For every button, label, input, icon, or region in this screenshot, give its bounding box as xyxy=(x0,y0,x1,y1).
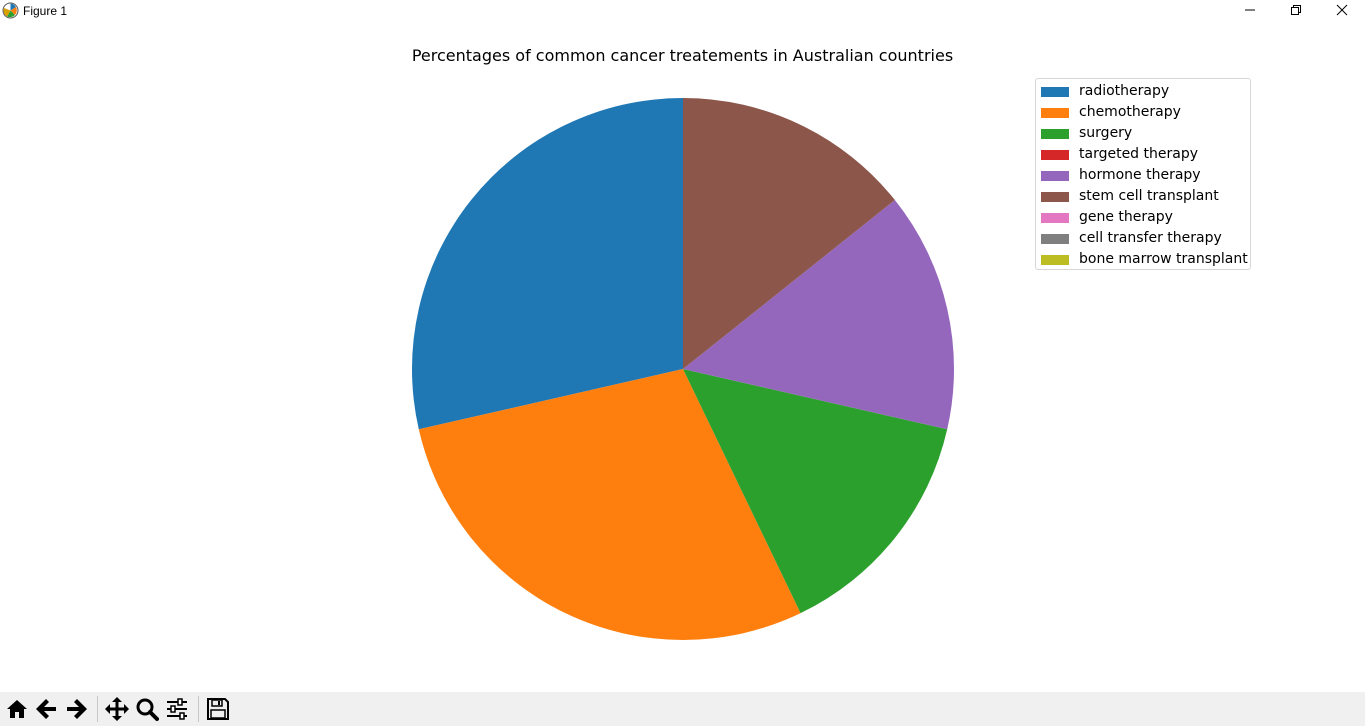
legend-label: radiotherapy xyxy=(1079,83,1170,99)
legend-label: gene therapy xyxy=(1079,209,1173,225)
pie-slice-stem-cell-transplant xyxy=(683,98,895,369)
pie-chart xyxy=(411,97,955,640)
pie-slice-radiotherapy xyxy=(411,97,683,430)
close-icon xyxy=(1336,4,1348,16)
pan-button[interactable] xyxy=(103,695,131,723)
figure-canvas[interactable] xyxy=(0,22,1365,692)
legend-swatch xyxy=(1041,255,1069,265)
navigation-toolbar xyxy=(0,692,1365,726)
legend-item: cell transfer therapy xyxy=(1036,228,1250,249)
back-button[interactable] xyxy=(33,695,61,723)
pie-slice-hormone-therapy xyxy=(683,200,955,430)
move-arrows-icon xyxy=(105,697,129,721)
magnifier-icon xyxy=(136,698,159,721)
zoom-button[interactable] xyxy=(133,695,161,723)
legend-label: chemotherapy xyxy=(1079,104,1181,120)
legend-swatch xyxy=(1041,150,1069,160)
chart-legend: radiotherapy chemotherapy surgery targeted … xyxy=(1035,78,1251,270)
legend-label: targeted therapy xyxy=(1079,146,1198,162)
floppy-disk-icon xyxy=(207,698,229,720)
legend-swatch xyxy=(1041,108,1069,118)
legend-item: targeted therapy xyxy=(1036,144,1250,165)
legend-swatch xyxy=(1041,171,1069,181)
home-icon xyxy=(7,700,27,718)
legend-label: bone marrow transplant xyxy=(1079,251,1248,267)
toolbar-separator xyxy=(97,696,98,722)
legend-item: stem cell transplant xyxy=(1036,186,1250,207)
home-button[interactable] xyxy=(3,695,31,723)
legend-label: hormone therapy xyxy=(1079,167,1201,183)
minimize-button[interactable] xyxy=(1227,0,1273,22)
arrow-left-icon xyxy=(36,699,56,719)
minimize-icon xyxy=(1245,9,1255,11)
legend-swatch xyxy=(1041,129,1069,139)
legend-swatch xyxy=(1041,87,1069,97)
legend-swatch xyxy=(1041,234,1069,244)
legend-item: chemotherapy xyxy=(1036,102,1250,123)
toolbar-separator xyxy=(198,696,199,722)
legend-label: cell transfer therapy xyxy=(1079,230,1222,246)
legend-label: stem cell transplant xyxy=(1079,188,1219,204)
arrow-right-icon xyxy=(67,699,87,719)
restore-button[interactable] xyxy=(1273,0,1319,22)
save-button[interactable] xyxy=(204,695,232,723)
legend-swatch xyxy=(1041,192,1069,202)
legend-label: surgery xyxy=(1079,125,1133,141)
legend-swatch xyxy=(1041,213,1069,223)
configure-subplots-button[interactable] xyxy=(163,695,191,723)
window-title: Figure 1 xyxy=(23,4,68,18)
legend-item: bone marrow transplant xyxy=(1036,249,1250,270)
close-button[interactable] xyxy=(1319,0,1365,22)
window-titlebar: Figure 1 xyxy=(0,0,1365,22)
legend-item: hormone therapy xyxy=(1036,165,1250,186)
restore-icon xyxy=(1291,5,1301,15)
legend-item: gene therapy xyxy=(1036,207,1250,228)
sliders-icon xyxy=(167,698,187,720)
chart-title: Percentages of common cancer treatements… xyxy=(411,46,954,65)
legend-item: radiotherapy xyxy=(1036,81,1250,102)
pie-slice-surgery xyxy=(683,369,948,614)
legend-item: surgery xyxy=(1036,123,1250,144)
matplotlib-logo-icon xyxy=(2,2,19,19)
forward-button[interactable] xyxy=(62,695,90,723)
pie-slice-chemotherapy xyxy=(418,369,801,640)
